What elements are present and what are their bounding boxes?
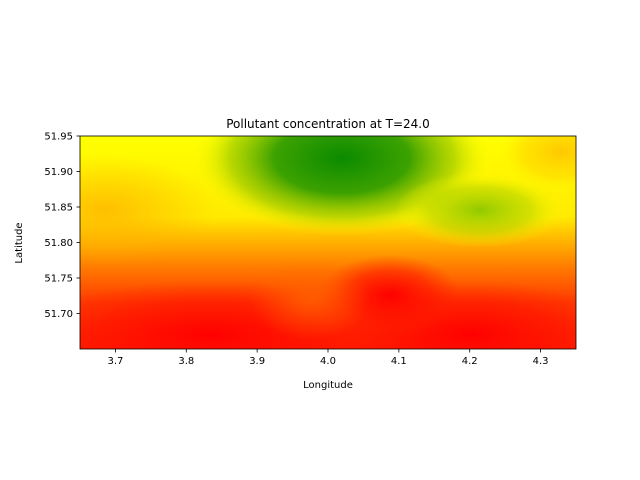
green-hotspot-east xyxy=(395,172,565,248)
y-tick-label: 51.90 xyxy=(44,167,73,178)
y-tick-label: 51.80 xyxy=(44,238,73,249)
y-tick-label: 51.75 xyxy=(44,274,73,285)
x-tick-label: 3.8 xyxy=(178,356,194,367)
x-tick-label: 4.2 xyxy=(462,356,478,367)
x-tick-label: 4.0 xyxy=(320,356,336,367)
heatmap-field xyxy=(80,136,576,349)
y-axis: 51.70 51.75 51.80 51.85 51.90 51.95 xyxy=(44,132,80,320)
x-tick-label: 4.1 xyxy=(391,356,407,367)
y-tick-label: 51.70 xyxy=(44,309,73,320)
y-tick-label: 51.85 xyxy=(44,203,73,214)
x-tick-label: 4.3 xyxy=(533,356,549,367)
x-axis: 3.7 3.8 3.9 4.0 4.1 4.2 4.3 xyxy=(107,349,549,367)
x-axis-label: Longitude xyxy=(303,380,353,391)
orange-region-left xyxy=(80,155,215,265)
chart-title: Pollutant concentration at T=24.0 xyxy=(226,117,430,131)
y-tick-label: 51.95 xyxy=(44,132,73,143)
x-tick-label: 3.9 xyxy=(249,356,265,367)
x-tick-label: 3.7 xyxy=(107,356,123,367)
orange-bulge xyxy=(250,260,370,340)
y-axis-label: Latitude xyxy=(14,222,25,263)
orange-corner-northeast xyxy=(494,136,576,194)
